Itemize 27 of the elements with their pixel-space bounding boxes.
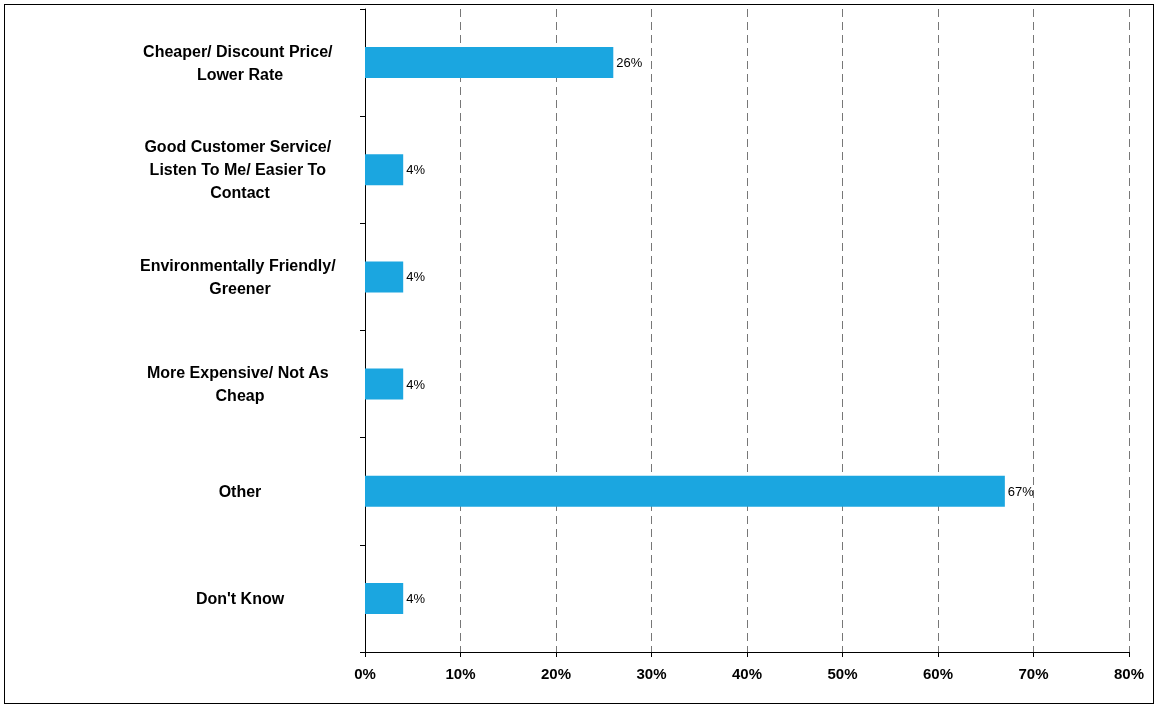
data-label: 4% xyxy=(406,269,426,285)
bar xyxy=(365,47,614,79)
y-tick-label: Other xyxy=(218,482,262,500)
data-label: 26% xyxy=(616,55,643,71)
y-tick-label: Good Customer Service/ Listen To Me/ Easier To Contact xyxy=(144,138,336,202)
y-tick-label: Cheaper/ Discount Price/ Lower Rate xyxy=(143,42,337,83)
bar xyxy=(365,582,404,614)
bar xyxy=(365,154,404,186)
x-tick-label: 70% xyxy=(1018,665,1049,682)
y-tick-label: Environmentally Friendly/ Greener xyxy=(139,256,341,297)
x-tick-label: 60% xyxy=(922,665,954,682)
bar xyxy=(365,475,1005,507)
x-tick-label: 40% xyxy=(731,665,763,682)
y-tick-label: More Expensive/ Not As Cheap xyxy=(146,364,334,405)
y-tick-label: Don't Know xyxy=(195,589,285,607)
x-tick-label: 10% xyxy=(445,665,476,682)
x-tick-label: 0% xyxy=(354,665,376,682)
x-tick-label: 30% xyxy=(636,665,667,682)
x-tick-label: 20% xyxy=(540,665,572,682)
data-label: 4% xyxy=(406,590,426,606)
data-label: 67% xyxy=(1007,483,1035,499)
data-label: 4% xyxy=(406,376,426,392)
bar xyxy=(365,368,404,400)
data-label: 4% xyxy=(406,162,426,178)
x-tick-label: 80% xyxy=(1113,665,1145,682)
bar xyxy=(365,261,404,293)
x-tick-label: 50% xyxy=(827,665,858,682)
